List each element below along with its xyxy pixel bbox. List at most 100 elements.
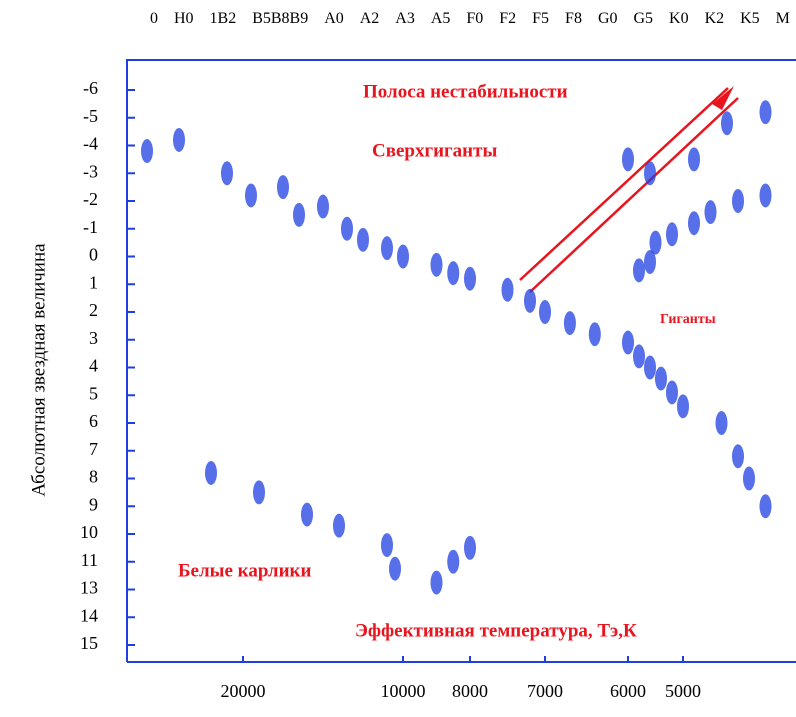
x-tick-label: 20000 (221, 681, 266, 701)
spectral-class: 0 (150, 10, 158, 27)
star-cluster (759, 100, 772, 125)
spectral-class: K0 (669, 10, 689, 27)
spectral-class: F8 (565, 10, 582, 27)
spectral-class: M (775, 10, 790, 27)
star-cluster (141, 139, 153, 164)
frame (126, 59, 796, 663)
star-cluster (430, 252, 443, 277)
spectral-class: K2 (704, 10, 725, 27)
star-cluster (633, 258, 645, 283)
star-cluster (357, 227, 369, 252)
star-cluster (588, 322, 601, 347)
spectral-class: B5B8B9 (252, 10, 309, 27)
band-line (519, 87, 729, 281)
star-cluster (205, 460, 217, 485)
annotation: Сверхгиганты (372, 140, 497, 161)
spectral-class: 1B2 (209, 10, 237, 27)
star-cluster (430, 570, 443, 595)
spectral-class: A5 (430, 10, 451, 27)
annotation: Эффективная температура, Тэ,К (355, 620, 637, 641)
y-tick-label: -5 (83, 106, 98, 126)
star-cluster (649, 230, 662, 255)
x-tick-label: 10000 (381, 681, 426, 701)
star-cluster (644, 355, 656, 380)
star-cluster (743, 466, 755, 491)
star-cluster (622, 147, 634, 172)
y-tick-label: 8 (89, 467, 98, 487)
y-tick-label: -2 (83, 189, 98, 209)
star-cluster (277, 175, 289, 200)
star-cluster (524, 288, 536, 313)
star-cluster (759, 494, 772, 519)
star-cluster (447, 549, 460, 574)
y-tick-label: 3 (89, 328, 98, 348)
star-cluster (464, 535, 476, 560)
x-tick-label: 8000 (452, 681, 488, 701)
star-cluster (221, 161, 233, 186)
annotation: Полоса нестабильности (363, 81, 568, 102)
y-tick-label: -6 (83, 78, 98, 98)
star-cluster (333, 513, 345, 538)
star-cluster (677, 394, 689, 419)
star-cluster (704, 200, 717, 225)
star-cluster (397, 244, 409, 269)
spectral-classes: 0 H0 1B2 B5B8B9 A0 A2 A3 A5 F0 F2 F5 F8 G0 G5 K0 K2 K5 M (150, 10, 790, 28)
star-cluster (622, 330, 634, 355)
star-cluster (245, 183, 257, 208)
star-cluster (381, 236, 393, 261)
spectral-class: F0 (466, 10, 484, 27)
x-tick-label: 5000 (665, 681, 701, 701)
star-cluster (644, 161, 656, 186)
star-cluster (563, 311, 576, 336)
y-tick-label: 9 (89, 494, 98, 514)
star-cluster (644, 250, 656, 275)
star-cluster (173, 127, 185, 152)
y-tick-label: -3 (83, 161, 98, 181)
y-tick-label: 5 (89, 383, 98, 403)
star-cluster (341, 216, 353, 241)
y-tick-label: 11 (81, 550, 98, 570)
star-cluster (688, 147, 700, 172)
y-tick-label: 1 (89, 272, 98, 292)
y-tick-label: 15 (80, 633, 98, 653)
star-cluster (447, 261, 460, 286)
star-cluster (688, 211, 700, 236)
spectral-class: H0 (173, 10, 194, 27)
star-cluster (633, 344, 645, 369)
y-tick-label: 10 (80, 522, 98, 542)
y-tick-label: 7 (89, 439, 98, 459)
star-cluster (381, 533, 393, 558)
star-cluster (317, 194, 329, 219)
y-tick-label: 13 (80, 578, 98, 598)
spectral-class: K5 (740, 10, 760, 27)
y-tick-label: -1 (83, 217, 98, 237)
star-cluster (732, 189, 744, 213)
star-cluster (293, 202, 305, 227)
y-tick-label: 6 (89, 411, 98, 431)
spectral-class: A3 (395, 10, 415, 27)
band-line (529, 97, 739, 293)
x-tick-label: 7000 (527, 681, 563, 701)
spectral-class: G0 (597, 10, 618, 27)
arrow-head (712, 86, 734, 110)
star-cluster (666, 380, 678, 405)
star-cluster (715, 411, 728, 435)
star-cluster (539, 300, 551, 324)
y-axis-label: Абсолютная звездная величина (28, 243, 49, 497)
star-cluster (759, 183, 772, 208)
star-cluster (464, 266, 476, 291)
y-tick-label: -4 (83, 134, 98, 154)
spectral-class: F2 (499, 10, 517, 27)
star-cluster (301, 502, 313, 527)
spectral-class: A2 (359, 10, 380, 27)
star-cluster (721, 111, 733, 136)
y-tick-label: 2 (89, 300, 98, 320)
x-tick-label: 6000 (610, 681, 646, 701)
star-cluster (655, 366, 667, 391)
star-cluster (732, 444, 744, 469)
y-tick-label: 0 (89, 245, 98, 265)
annotation: Белые карлики (178, 560, 311, 581)
y-tick-label: 14 (80, 605, 98, 625)
